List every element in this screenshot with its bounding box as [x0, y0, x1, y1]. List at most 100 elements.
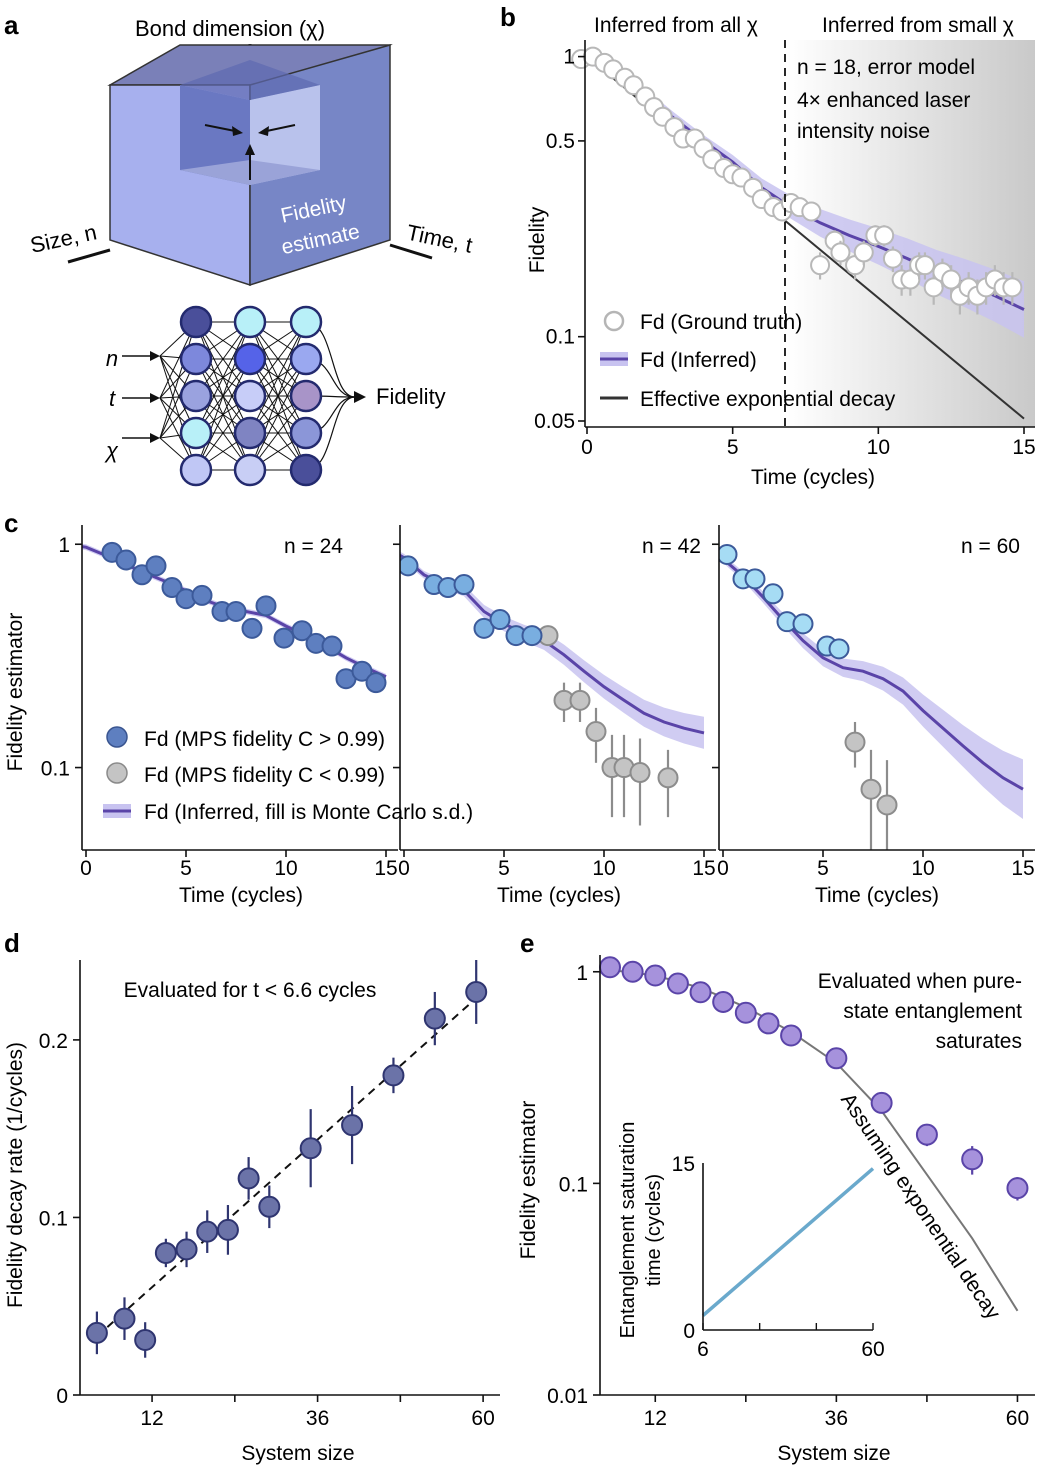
legend-c-low-label: Fd (MPS fidelity C < 0.99) [144, 764, 385, 787]
legend-ground-truth-marker [603, 310, 625, 332]
d-y-tick-label: 0 [56, 1385, 68, 1408]
c-x-tick-label: 15 [692, 857, 715, 880]
panel-b: b 0 5 10 150.050.10.51 Inferred from all χ … [500, 2, 1036, 489]
e-data-point [621, 960, 644, 983]
e-data-point [644, 964, 667, 987]
c-gray-point [844, 731, 866, 753]
d-data-point [382, 1064, 405, 1087]
c-data-point [521, 625, 543, 647]
c-gray-point [569, 689, 591, 711]
nn-node [179, 342, 213, 376]
b-y-tick-label: 0.05 [534, 410, 575, 433]
c-x-tick-label: 10 [274, 857, 297, 880]
c-data-point [321, 635, 343, 657]
e-y-tick-label: 0.1 [559, 1173, 588, 1196]
e-inset-bg [703, 1163, 873, 1330]
nn-edge [195, 358, 251, 471]
panel-c-xlabel-3: Time (cycles) [815, 884, 939, 907]
b-ground-truth-point [801, 201, 822, 222]
c-data-point [291, 620, 313, 642]
e-inset-x-tick-label: 6 [697, 1338, 709, 1361]
b-y-tick-label: 0.1 [546, 326, 575, 349]
panel-e-xlabel: System size [777, 1442, 890, 1465]
c-data-point [241, 617, 263, 639]
nn-edge [195, 321, 251, 434]
c-x-tick-label: 15 [374, 857, 397, 880]
panel-b-region-left: Inferred from all χ [594, 14, 758, 37]
e-data-point [915, 1123, 938, 1146]
c-data-point [365, 672, 387, 694]
e-inset-line [701, 1167, 875, 1317]
c-subplot-content [400, 551, 705, 826]
nn-input-arrowhead [150, 433, 160, 443]
panel-e-ylabel: Fidelity estimator [517, 1101, 540, 1260]
legend-inferred-label: Fd (Inferred) [640, 349, 757, 372]
c-gray-point [657, 767, 679, 789]
c-gray-point [860, 778, 882, 800]
neural-network [122, 305, 366, 487]
panel-c-label-n24: n = 24 [284, 535, 343, 558]
nn-input-t: t [109, 386, 116, 411]
c-x-tick-label: 15 [1011, 857, 1034, 880]
c-data-point [744, 568, 766, 590]
b-ground-truth-point [874, 225, 895, 246]
legend-c-low-marker [106, 762, 128, 784]
c-gray-point [876, 794, 898, 816]
c-x-tick-label: 10 [592, 857, 615, 880]
panel-c-label-n60: n = 60 [961, 535, 1020, 558]
b-ground-truth-point [810, 255, 831, 276]
d-data-point [216, 1218, 239, 1241]
d-data-point [134, 1328, 157, 1351]
e-x-tick-label: 36 [825, 1407, 848, 1430]
nn-output-label: Fidelity [376, 384, 446, 409]
legend-c-high-marker [106, 726, 128, 748]
inset-ylabel-2: time (cycles) [643, 1174, 665, 1286]
nn-edge [159, 355, 197, 471]
c-data-point [453, 574, 475, 596]
panel-b-legend: Fd (Ground truth) Fd (Inferred) Effectiv… [600, 310, 896, 411]
panel-b-annotation-3: intensity noise [797, 120, 930, 143]
cube-illustration [107, 44, 393, 287]
d-data-point [85, 1321, 108, 1344]
nn-node [289, 416, 323, 450]
c-data-point [273, 627, 295, 649]
c-gray-point [585, 721, 607, 743]
nn-node [233, 342, 267, 376]
panel-label-d: d [4, 928, 20, 958]
e-data-point [961, 1148, 984, 1171]
legend-c-inferred-label: Fd (Inferred, fill is Monte Carlo s.d.) [144, 801, 473, 824]
nn-node [179, 453, 213, 487]
panel-label-c: c [4, 508, 18, 538]
c-subplot-content [82, 541, 387, 694]
panel-b-annotation-2: 4× enhanced laser [797, 89, 970, 112]
panel-a: a Bond dimension (χ) Fidelity estimate S… [4, 10, 475, 487]
panel-d: d 12 36 60 0 0.1 0.2 Evaluated for t < 6.6 cy… [4, 928, 500, 1465]
legend-c-high-label: Fd (MPS fidelity C > 0.99) [144, 728, 385, 751]
c-inferred-line [719, 555, 1024, 791]
c-data-point [489, 609, 511, 631]
nn-node [233, 416, 267, 450]
d-data-point [175, 1238, 198, 1261]
e-data-point [734, 1001, 757, 1024]
inset-ylabel-1: Entanglement saturation [617, 1122, 639, 1339]
c-data-point [255, 595, 277, 617]
nn-node [233, 453, 267, 487]
cube-size-axis [67, 248, 111, 264]
c-inferred-band [400, 551, 704, 749]
c-x-tick-label: 0 [398, 857, 410, 880]
e-y-tick-label: 0.01 [547, 1385, 588, 1408]
cube-top-label: Bond dimension (χ) [135, 16, 325, 41]
nn-node [289, 453, 323, 487]
e-data-point [825, 1047, 848, 1070]
b-ground-truth-point [1002, 277, 1023, 298]
nn-edge [249, 321, 307, 434]
panel-c-label-n42: n = 42 [642, 535, 701, 558]
d-data-point [196, 1220, 219, 1243]
c-x-tick-label: 10 [911, 857, 934, 880]
d-data-point [465, 980, 488, 1003]
c-data-point [400, 555, 419, 577]
c-data-point [473, 617, 495, 639]
c-data-point [115, 549, 137, 571]
d-y-tick-label: 0.1 [39, 1207, 68, 1230]
d-y-tick-label: 0.2 [39, 1030, 68, 1053]
